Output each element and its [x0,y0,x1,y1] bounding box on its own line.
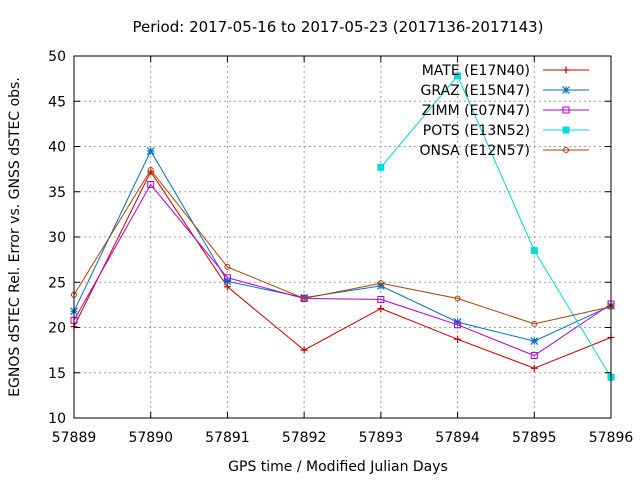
y-tick-label: 35 [48,185,66,201]
y-tick-label: 40 [48,140,66,156]
data-point [300,293,309,302]
legend: MATE (E17N40) GRAZ (E15N47) ZIMM (E07N47) P… [419,63,589,159]
y-tick-label: 15 [48,366,66,382]
data-point [377,295,385,303]
data-point [223,277,232,286]
data-point [224,263,231,270]
data-point [300,346,308,354]
data-point [530,352,538,360]
legend-marker [562,126,570,134]
data-point [223,274,231,282]
y-tick-label: 25 [48,275,66,291]
series-line [73,170,612,369]
y-tick-label: 30 [48,230,66,246]
x-tick-label: 57891 [205,430,250,446]
y-tick-label: 20 [48,321,66,337]
data-point [301,295,308,302]
x-tick-label: 57894 [435,430,480,446]
data-point [454,72,462,80]
x-tick-label: 57896 [589,430,634,446]
chart-title: Period: 2017-05-16 to 2017-05-23 (201713… [132,18,543,36]
x-tick-label: 57889 [52,430,97,446]
data-point [530,364,538,372]
legend-marker [563,147,569,153]
legend-marker [562,86,570,94]
x-tick-label: 57895 [512,430,557,446]
data-point [454,335,462,343]
series-line [73,183,612,357]
series-layer [70,72,615,381]
data-point [454,321,462,329]
legend-entry-label: ONSA (E12N57) [419,143,530,159]
legend-marker [562,66,570,74]
data-point [377,163,385,171]
axis-ticks: 57889 57890 57891 57892 57893 57894 57895 57896… [48,49,633,446]
grid-lines [74,56,611,418]
legend-entry-label: ZIMM (E07N47) [422,103,530,119]
data-point [530,247,538,255]
data-point [147,167,154,174]
series-line [380,74,612,378]
data-point [531,320,538,327]
legend-marker [562,106,570,114]
legend-entry-label: POTS (E13N52) [423,123,530,139]
series-line [73,149,612,342]
y-tick-label: 45 [48,94,66,110]
data-point [454,295,461,302]
data-point [530,337,539,345]
x-axis-label: GPS time / Modified Julian Days [228,459,448,475]
data-point [146,147,155,155]
data-point [147,181,155,189]
data-point [377,280,384,287]
data-point [377,304,385,312]
y-tick-label: 10 [48,411,66,427]
x-tick-label: 57892 [282,430,327,446]
x-tick-label: 57890 [128,430,173,446]
y-axis-label: EGNOS dSTEC Rel. Error vs. GNSS dSTEC ob… [7,77,23,397]
x-tick-label: 57893 [359,430,404,446]
y-tick-label: 50 [48,49,66,65]
legend-entry-label: MATE (E17N40) [422,63,530,79]
legend-entry-label: GRAZ (E15N47) [421,83,531,99]
series-line [73,169,612,325]
